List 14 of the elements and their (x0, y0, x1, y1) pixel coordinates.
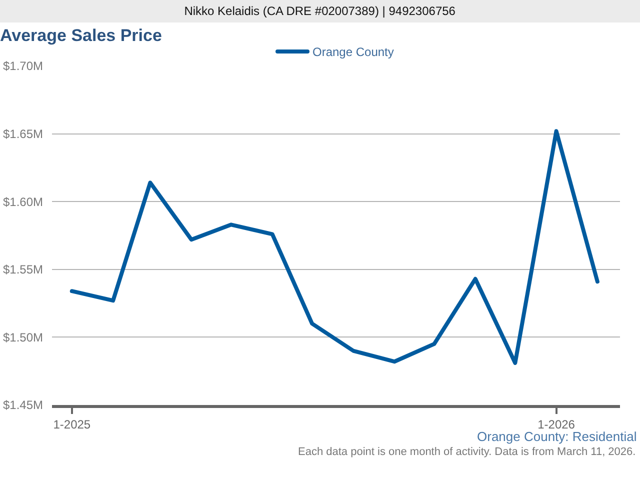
text: Orange County: Residential (477, 429, 637, 444)
text: Each data point is one month of activity. Data is from March 11, 2026. (298, 446, 636, 458)
y-tick-label: $1.50M (2, 330, 43, 344)
y-tick-label: $1.55M (2, 262, 43, 277)
x-tick-label: 1-2025 (53, 417, 91, 432)
x-tick-label: 1-2026 (538, 417, 576, 432)
line-series (70, 129, 600, 365)
y-tick-label: $1.60M (2, 194, 43, 209)
legend-label: Orange County (312, 45, 394, 60)
y-tick-label: $1.70M (2, 59, 43, 74)
chart-title: Average Sales Price (0, 26, 162, 45)
y-tick-label: $1.45M (2, 398, 43, 412)
y-tick-label: $1.65M (2, 127, 43, 141)
text: Nikko Kelaidis (CA DRE #02007389) | 9492306756 (184, 4, 456, 18)
